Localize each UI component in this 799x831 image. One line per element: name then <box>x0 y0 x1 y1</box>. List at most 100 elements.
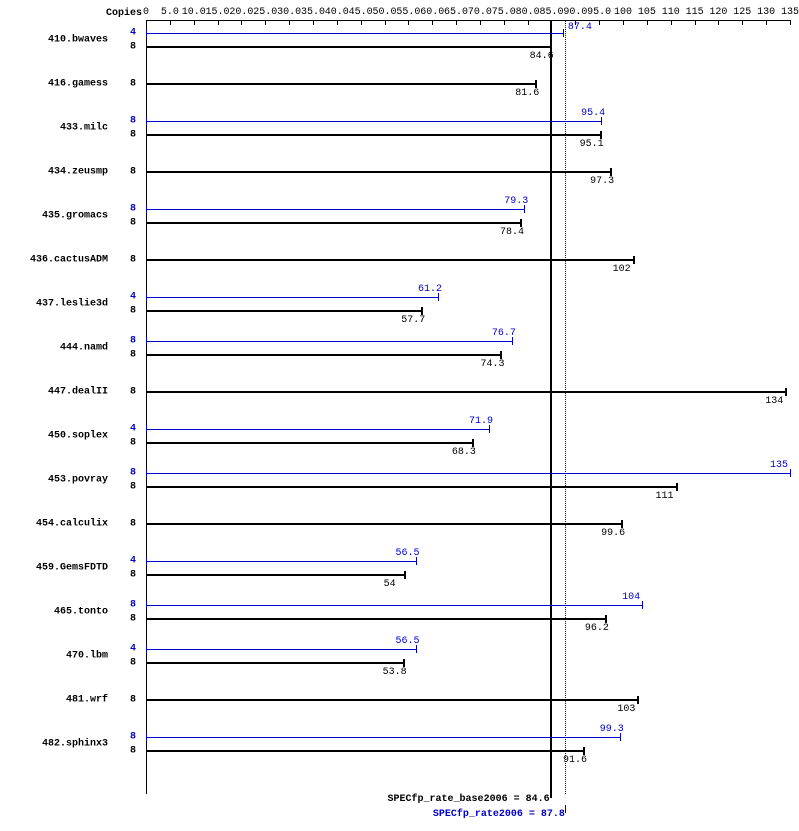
x-tick <box>718 20 719 25</box>
peak-value: 79.3 <box>504 196 528 207</box>
peak-bar <box>146 121 601 122</box>
summary-base: SPECfp_rate_base2006 = 84.6 <box>388 794 550 805</box>
copies-base: 8 <box>124 438 136 449</box>
bar-end-tick <box>421 307 423 315</box>
copies-base: 8 <box>124 79 136 90</box>
x-tick <box>528 20 529 25</box>
base-bar <box>146 83 535 85</box>
benchmark-name: 454.calculix <box>36 519 108 530</box>
copies-peak: 8 <box>124 732 136 743</box>
bar-end-tick <box>633 256 635 264</box>
base-value: 68.3 <box>452 447 476 458</box>
copies-peak: 4 <box>124 556 136 567</box>
x-tick-label: 85.0 <box>539 7 563 18</box>
x-tick-label: 0 <box>143 7 149 18</box>
x-tick <box>218 20 219 25</box>
x-tick-label: 120 <box>709 7 727 18</box>
benchmark-name: 416.gamess <box>48 79 108 90</box>
benchmark-name: 453.povray <box>48 475 108 486</box>
copies-peak: 4 <box>124 292 136 303</box>
axis-top <box>146 20 790 21</box>
x-tick-label: 65.0 <box>444 7 468 18</box>
copies-base: 8 <box>124 167 136 178</box>
summary-peak: SPECfp_rate2006 = 87.8 <box>433 809 565 820</box>
x-tick <box>456 20 457 25</box>
x-tick <box>385 20 386 25</box>
x-tick <box>671 20 672 25</box>
copies-base: 8 <box>124 658 136 669</box>
x-tick-label: 60.0 <box>420 7 444 18</box>
x-tick <box>504 20 505 25</box>
benchmark-name: 447.dealII <box>48 387 108 398</box>
peak-bar <box>146 649 416 650</box>
x-tick-label: 115 <box>686 7 704 18</box>
base-bar <box>146 699 637 701</box>
x-tick-label: 70.0 <box>468 7 492 18</box>
copies-peak: 8 <box>124 600 136 611</box>
peak-bar <box>146 429 489 430</box>
bar-end-tick <box>790 469 791 477</box>
benchmark-name: 436.cactusADM <box>30 255 108 266</box>
copies-base: 8 <box>124 42 136 53</box>
copies-base: 8 <box>124 614 136 625</box>
copies-base: 8 <box>124 306 136 317</box>
x-tick <box>361 20 362 25</box>
x-tick-label: 135 <box>781 7 799 18</box>
peak-bar <box>146 473 790 474</box>
base-value: 54 <box>384 579 396 590</box>
spec-rate-chart: Copies05.010.015.020.025.030.035.040.045… <box>0 0 799 831</box>
summary-peak-tick <box>565 805 566 813</box>
bar-end-tick <box>563 29 564 37</box>
base-value: 81.6 <box>515 88 539 99</box>
x-tick <box>551 20 552 25</box>
base-bar <box>146 259 633 261</box>
bar-end-tick <box>642 601 643 609</box>
copies-peak: 8 <box>124 116 136 127</box>
benchmark-name: 465.tonto <box>54 607 108 618</box>
x-tick <box>289 20 290 25</box>
peak-value: 61.2 <box>418 284 442 295</box>
bar-end-tick <box>610 168 612 176</box>
base-value: 84.6 <box>530 51 554 62</box>
x-tick <box>742 20 743 25</box>
copies-peak: 8 <box>124 468 136 479</box>
copies-base: 8 <box>124 746 136 757</box>
copies-base: 8 <box>124 695 136 706</box>
x-tick <box>313 20 314 25</box>
baseline-peak-line <box>565 20 566 794</box>
benchmark-name: 481.wrf <box>66 695 108 706</box>
x-tick <box>432 20 433 25</box>
peak-bar <box>146 297 438 298</box>
bar-end-tick <box>550 43 552 51</box>
base-bar <box>146 134 600 136</box>
base-bar <box>146 222 520 224</box>
x-tick-label: 75.0 <box>492 7 516 18</box>
bar-end-tick <box>600 131 602 139</box>
x-tick <box>265 20 266 25</box>
x-tick <box>480 20 481 25</box>
base-value: 91.6 <box>563 755 587 766</box>
base-value: 57.7 <box>401 315 425 326</box>
bar-end-tick <box>637 696 639 704</box>
base-bar <box>146 310 421 312</box>
x-tick <box>623 20 624 25</box>
bar-end-tick <box>404 571 406 579</box>
peak-bar <box>146 605 642 606</box>
x-tick-label: 55.0 <box>396 7 420 18</box>
x-tick <box>647 20 648 25</box>
base-value: 102 <box>613 264 631 275</box>
base-bar <box>146 574 404 576</box>
peak-value: 56.5 <box>396 636 420 647</box>
base-bar <box>146 662 403 664</box>
bar-end-tick <box>472 439 474 447</box>
peak-bar <box>146 209 524 210</box>
peak-bar <box>146 561 416 562</box>
x-tick-label: 5.0 <box>161 7 179 18</box>
benchmark-name: 459.GemsFDTD <box>36 563 108 574</box>
base-value: 96.2 <box>585 623 609 634</box>
peak-bar <box>146 341 512 342</box>
copies-peak: 8 <box>124 204 136 215</box>
x-tick <box>599 20 600 25</box>
benchmark-name: 410.bwaves <box>48 35 108 46</box>
base-value: 97.3 <box>590 176 614 187</box>
